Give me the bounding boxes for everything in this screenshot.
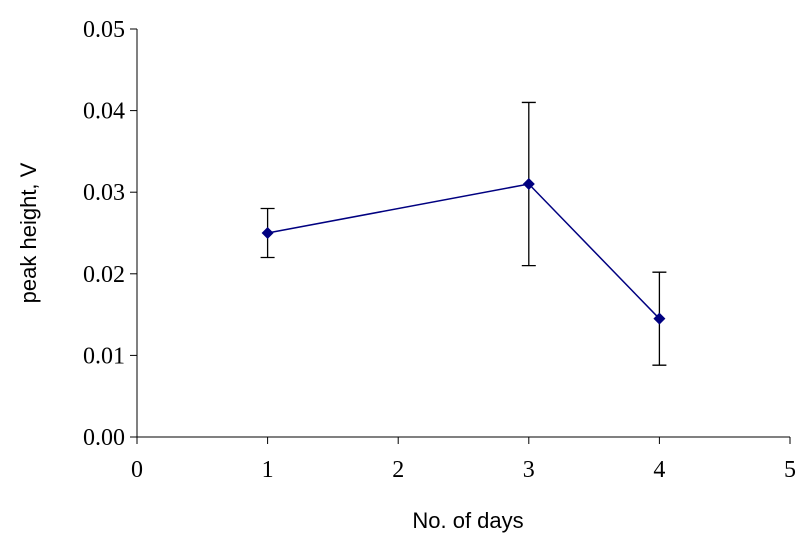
x-tick-label: 4 — [653, 457, 665, 483]
y-tick-label: 0.04 — [83, 99, 125, 125]
x-tick-label: 3 — [523, 457, 535, 483]
x-axis-title: No. of days — [412, 508, 523, 533]
x-tick-label: 5 — [784, 457, 796, 483]
series-line — [268, 184, 660, 319]
marker — [262, 227, 274, 239]
y-tick-label: 0.01 — [83, 343, 125, 369]
y-tick-label: 0.03 — [83, 180, 125, 206]
y-tick-label: 0.02 — [83, 262, 125, 288]
y-tick-label: 0.00 — [83, 425, 125, 451]
chart: No. of days peak height, V 0.00 0.01 0.02 0… — [0, 0, 799, 543]
y-tick-label: 0.05 — [83, 17, 125, 43]
x-tick-label: 2 — [392, 457, 404, 483]
x-tick-label: 0 — [131, 457, 143, 483]
x-tick-label: 1 — [262, 457, 274, 483]
y-axis-title: peak height, V — [16, 162, 41, 303]
